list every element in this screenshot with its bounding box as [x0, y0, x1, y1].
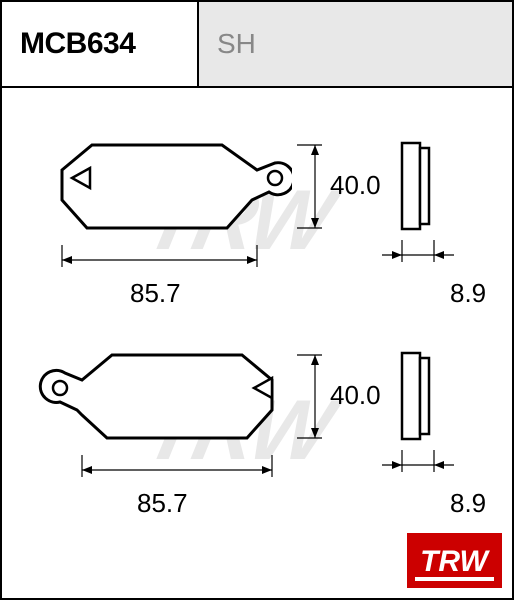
variant-label: SH [217, 28, 256, 60]
side-plate [402, 143, 420, 229]
header-variant-cell: SH [199, 2, 512, 86]
dim-bottom-width-label: 85.7 [137, 488, 188, 519]
pad-bottom-front [32, 340, 312, 470]
pad-top-front [32, 130, 292, 260]
pad-bottom-side [397, 348, 437, 448]
side-friction [420, 148, 429, 224]
pad-bottom-outline [40, 355, 272, 438]
diagram-container: MCB634 SH TRW TRW 40.0 [0, 0, 514, 600]
diagram-area: 40.0 85.7 8.9 [2, 90, 512, 598]
side-friction [420, 358, 429, 434]
header: MCB634 SH [2, 2, 512, 88]
dim-bottom-thickness-label: 8.9 [450, 488, 486, 519]
dim-bottom-height-label: 40.0 [330, 380, 381, 411]
logo-text: TRW [420, 545, 490, 578]
mounting-hole-icon [53, 381, 67, 395]
side-plate [402, 353, 420, 439]
header-part-cell: MCB634 [2, 2, 199, 86]
dim-top-width-label: 85.7 [130, 278, 181, 309]
mounting-hole-icon [268, 171, 282, 185]
pad-top-side [397, 138, 437, 238]
pad-top-outline [62, 145, 292, 228]
dim-top-thickness-label: 8.9 [450, 278, 486, 309]
part-number: MCB634 [20, 27, 135, 61]
trw-logo: TRW [407, 533, 502, 588]
dim-top-height-label: 40.0 [330, 170, 381, 201]
logo-underline [415, 577, 494, 581]
